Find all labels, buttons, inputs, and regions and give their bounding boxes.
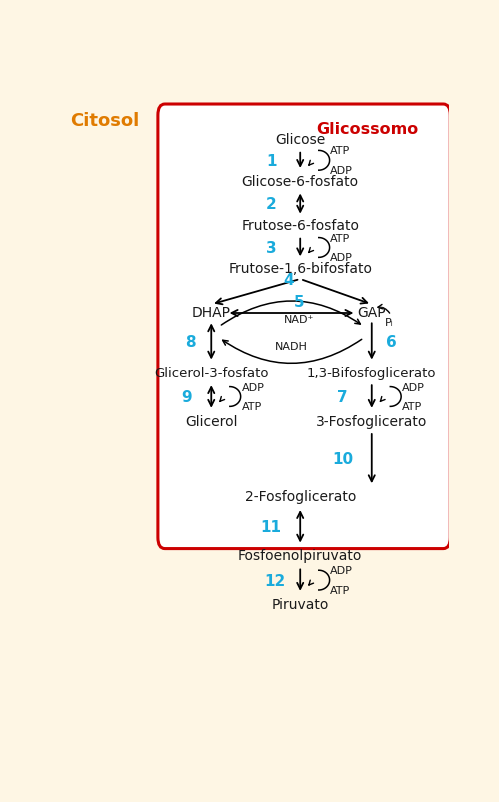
Text: 4: 4	[283, 273, 294, 287]
Text: 12: 12	[264, 573, 286, 588]
Text: Glicose-6-fosfato: Glicose-6-fosfato	[242, 175, 359, 188]
Text: 1,3-Bifosfoglicerato: 1,3-Bifosfoglicerato	[307, 367, 437, 379]
Text: NADH: NADH	[275, 342, 308, 351]
Text: Citosol: Citosol	[70, 111, 139, 130]
Text: 3: 3	[266, 241, 276, 256]
Text: Glicerol: Glicerol	[185, 414, 238, 428]
Text: ATP: ATP	[330, 585, 351, 595]
Text: ADP: ADP	[402, 382, 425, 392]
Text: ADP: ADP	[242, 382, 264, 392]
Text: ATP: ATP	[242, 402, 261, 412]
Text: Piruvato: Piruvato	[271, 597, 329, 611]
Text: ATP: ATP	[330, 146, 351, 156]
Text: ADP: ADP	[330, 166, 353, 176]
Text: Glicerol-3-fosfato: Glicerol-3-fosfato	[154, 367, 268, 379]
Text: ATP: ATP	[402, 402, 422, 412]
Text: Pᵢ: Pᵢ	[385, 318, 394, 327]
Text: Glicose: Glicose	[275, 132, 325, 147]
Text: 5: 5	[294, 295, 304, 310]
Text: DHAP: DHAP	[192, 306, 231, 319]
Text: 2: 2	[266, 196, 276, 212]
Text: 9: 9	[181, 390, 192, 404]
Text: Frutose-1,6-bifosfato: Frutose-1,6-bifosfato	[228, 262, 372, 276]
Text: 2-Fosfoglicerato: 2-Fosfoglicerato	[245, 489, 356, 504]
Text: Fosfoenolpiruvato: Fosfoenolpiruvato	[238, 549, 362, 563]
Text: Frutose-6-fosfato: Frutose-6-fosfato	[241, 219, 359, 233]
FancyBboxPatch shape	[158, 105, 450, 549]
Text: ADP: ADP	[330, 253, 353, 263]
Text: 8: 8	[185, 334, 195, 350]
Text: GAP: GAP	[357, 306, 386, 319]
Text: NAD⁺: NAD⁺	[284, 314, 314, 324]
Text: 10: 10	[332, 452, 353, 467]
Text: ADP: ADP	[330, 565, 353, 576]
Text: 1: 1	[266, 154, 276, 168]
Text: 6: 6	[387, 334, 397, 350]
Text: 7: 7	[337, 390, 348, 404]
Text: ATP: ATP	[330, 233, 351, 243]
Text: Glicossomo: Glicossomo	[316, 122, 418, 137]
Text: 11: 11	[260, 519, 282, 534]
Text: 3-Fosfoglicerato: 3-Fosfoglicerato	[316, 414, 428, 428]
